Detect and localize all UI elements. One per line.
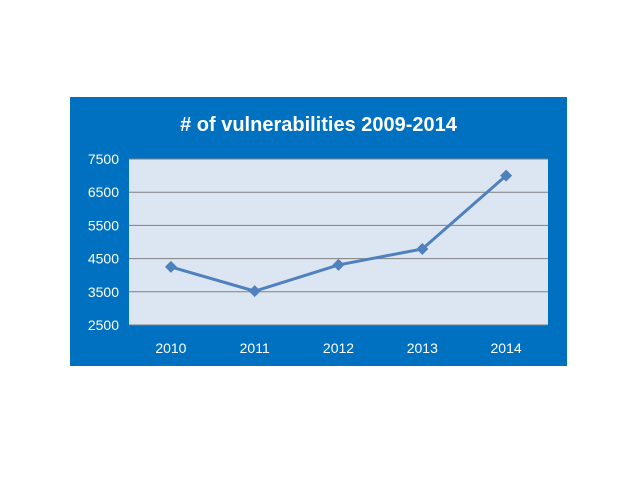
x-tick-label: 2014 bbox=[491, 340, 522, 356]
x-axis-ticks: 2010 2011 2012 2013 2014 bbox=[155, 340, 522, 356]
data-point bbox=[500, 169, 513, 182]
gridlines bbox=[129, 158, 548, 326]
y-axis-ticks: 7500 6500 5500 4500 3500 2500 bbox=[88, 151, 119, 333]
x-tick-label: 2010 bbox=[155, 340, 186, 356]
plot-area bbox=[129, 159, 548, 325]
y-tick-label: 5500 bbox=[88, 217, 119, 233]
x-tick-label: 2012 bbox=[323, 340, 354, 356]
data-point bbox=[248, 285, 261, 298]
y-tick-label: 6500 bbox=[88, 184, 119, 200]
data-point bbox=[332, 258, 345, 271]
x-tick-label: 2011 bbox=[240, 340, 270, 356]
y-tick-label: 7500 bbox=[88, 151, 119, 167]
x-tick-label: 2013 bbox=[407, 340, 438, 356]
y-tick-label: 3500 bbox=[88, 284, 119, 300]
data-markers bbox=[164, 169, 513, 298]
chart-title: # of vulnerabilities 2009-2014 bbox=[180, 114, 457, 136]
chart-frame: # of vulnerabilities 2009-2014 7500 6500 5… bbox=[70, 97, 567, 366]
data-point bbox=[416, 242, 429, 255]
y-tick-label: 2500 bbox=[88, 317, 119, 333]
data-point bbox=[164, 260, 177, 273]
y-tick-label: 4500 bbox=[88, 251, 119, 267]
